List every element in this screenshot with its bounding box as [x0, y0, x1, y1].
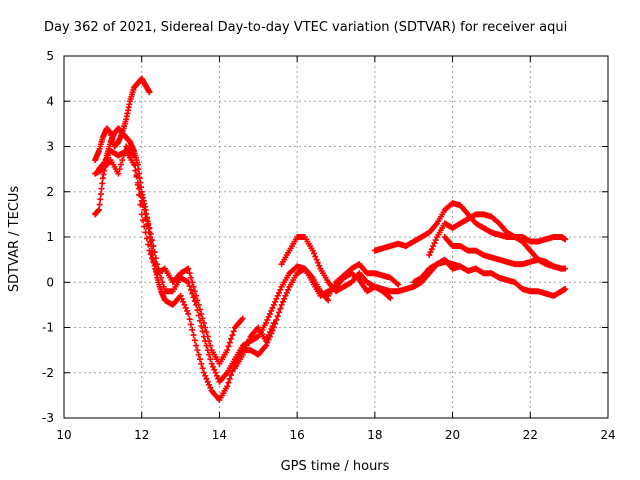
x-tick-label: 16: [290, 428, 305, 442]
x-tick-label: 20: [445, 428, 460, 442]
data-point-markers: [410, 258, 464, 286]
series-track-6: [278, 234, 394, 302]
plot-frame: [63, 55, 609, 419]
x-tick-label: 10: [56, 428, 71, 442]
data-point-markers: [231, 319, 277, 372]
data-point-markers: [278, 234, 394, 302]
y-tick-label: -2: [42, 366, 54, 380]
y-tick-label: 5: [46, 49, 54, 63]
y-tick-label: 0: [46, 275, 54, 289]
x-tick-label: 22: [523, 428, 538, 442]
chart-title: Day 362 of 2021, Sidereal Day-to-day VTE…: [44, 20, 567, 35]
data-point-markers: [92, 75, 153, 164]
x-tick-label: 24: [600, 428, 615, 442]
series-track-4: [92, 143, 246, 367]
data-points: [92, 75, 569, 403]
series-track-7: [325, 261, 402, 299]
series-track-5: [231, 319, 277, 372]
y-tick-label: 3: [46, 140, 54, 154]
y-tick-label: -3: [42, 411, 54, 425]
series-track-10: [441, 234, 565, 272]
data-point-markers: [325, 261, 402, 299]
x-tick-label: 12: [134, 428, 149, 442]
series-track-11: [410, 258, 464, 286]
data-point-markers: [92, 143, 246, 367]
x-axis-label: GPS time / hours: [281, 459, 390, 474]
y-tick-label: 1: [46, 230, 54, 244]
y-tick-label: -1: [42, 321, 54, 335]
data-point-markers: [371, 200, 569, 254]
x-tick-label: 14: [212, 428, 227, 442]
series-track-8: [371, 200, 569, 254]
series-track-2: [92, 75, 153, 164]
x-tick-label: 18: [367, 428, 382, 442]
y-axis-label: SDTVAR / TECUs: [7, 186, 22, 293]
y-tick-label: 4: [46, 94, 54, 108]
data-point-markers: [441, 234, 565, 272]
y-tick-label: 2: [46, 185, 54, 199]
